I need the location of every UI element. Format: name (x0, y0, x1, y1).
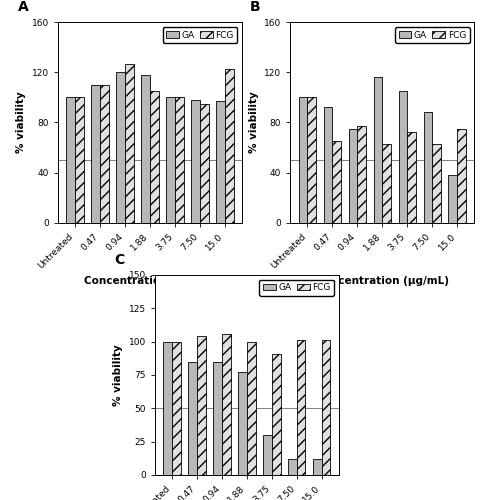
Bar (141, 75, 150, 223)
Bar (374, 78, 382, 223)
Bar (247, 342, 256, 475)
Bar (432, 144, 441, 222)
Bar (100, 85, 109, 222)
Bar (238, 372, 247, 475)
Bar (307, 98, 316, 222)
Bar (172, 342, 181, 475)
Legend: GA, FCG: GA, FCG (259, 280, 334, 295)
Bar (288, 459, 297, 475)
Bar (200, 104, 209, 222)
Y-axis label: % viability: % viability (113, 344, 123, 406)
Bar (91, 85, 100, 222)
Text: C: C (114, 253, 125, 267)
Bar (382, 144, 391, 222)
Bar (263, 435, 272, 475)
Bar (457, 128, 466, 222)
Bar (66, 98, 75, 222)
Bar (116, 72, 125, 223)
Bar (197, 336, 206, 475)
Bar (348, 128, 357, 222)
Bar (163, 342, 172, 475)
X-axis label: Concentration (μg/mL): Concentration (μg/mL) (316, 276, 449, 285)
Bar (399, 91, 408, 222)
Bar (299, 98, 307, 222)
Legend: GA, FCG: GA, FCG (395, 27, 470, 43)
Bar (313, 459, 322, 475)
Bar (216, 101, 225, 222)
Bar (166, 98, 175, 222)
Bar (225, 68, 234, 222)
Text: B: B (250, 0, 260, 14)
Bar (449, 175, 457, 222)
Bar (175, 98, 184, 222)
Bar (272, 354, 281, 475)
Y-axis label: % viability: % viability (16, 92, 26, 154)
Bar (188, 362, 197, 475)
Bar (297, 340, 305, 475)
Bar (324, 108, 333, 222)
Bar (213, 362, 222, 475)
Bar (322, 340, 331, 475)
Bar (191, 100, 200, 222)
X-axis label: Concentration (μg/mL): Concentration (μg/mL) (84, 276, 216, 285)
Bar (150, 91, 159, 222)
Bar (125, 64, 134, 222)
Bar (357, 126, 366, 222)
Legend: GA, FCG: GA, FCG (163, 27, 238, 43)
Bar (75, 98, 84, 222)
Bar (333, 141, 341, 222)
Bar (222, 334, 230, 475)
Bar (408, 132, 416, 222)
Text: A: A (17, 0, 29, 14)
Y-axis label: % viability: % viability (249, 92, 258, 154)
Bar (424, 112, 432, 222)
